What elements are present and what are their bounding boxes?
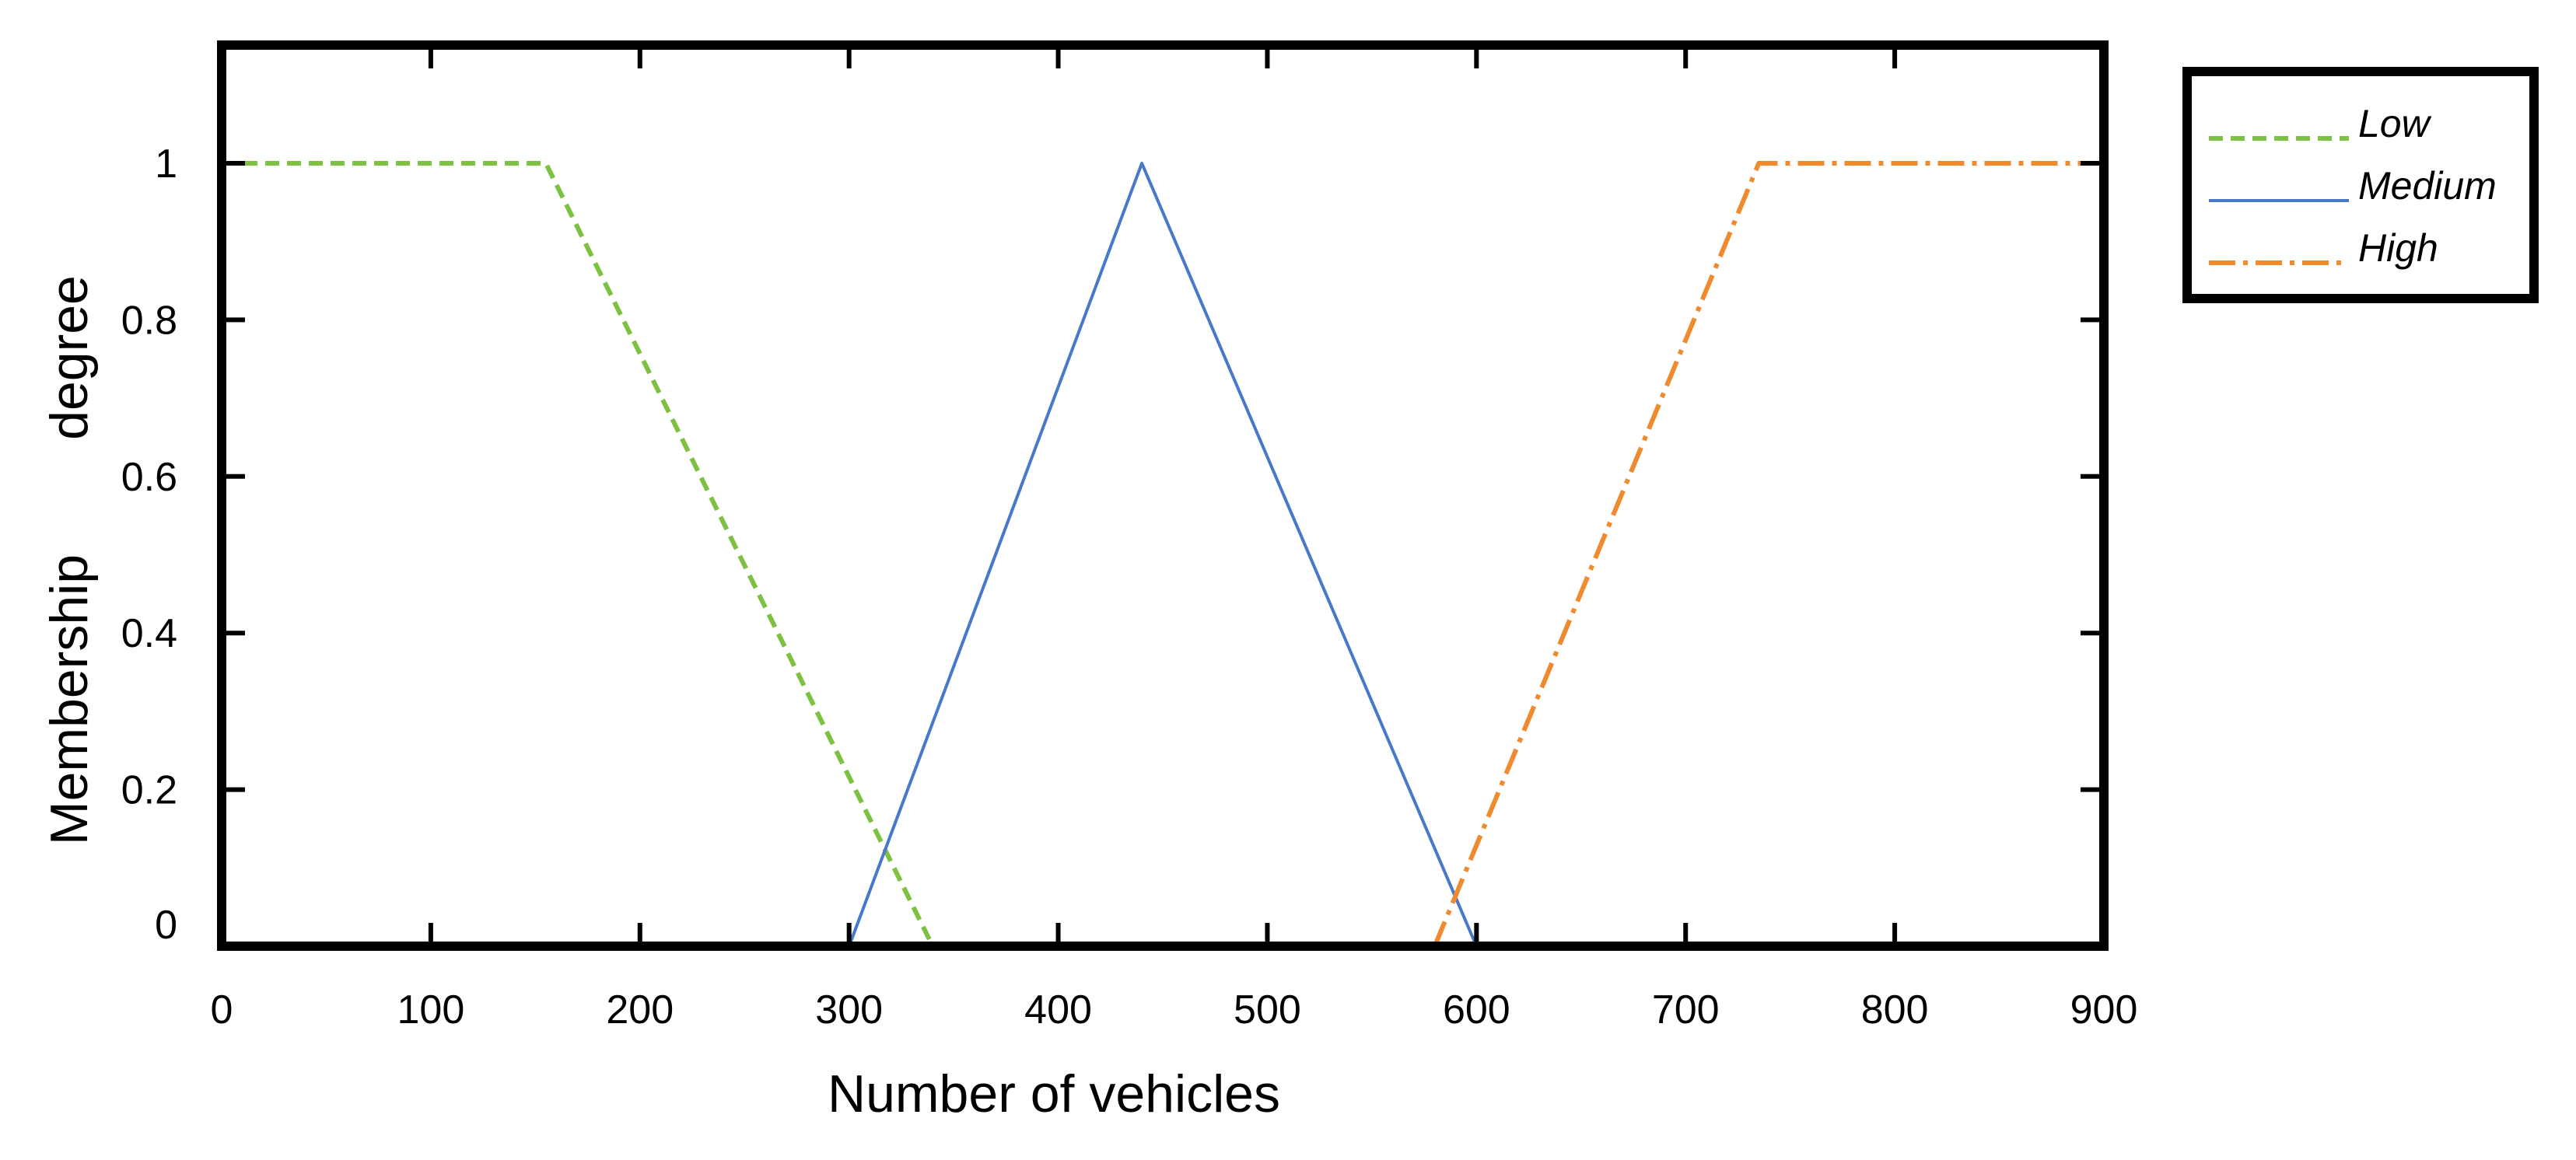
x-tick-label: 800 (1861, 987, 1929, 1032)
axis-ticks (219, 45, 2106, 949)
tick-labels: 0 100 200 300 400 500 600 700 800 900 0 0.2 0.4 0.6 0.… (121, 142, 2138, 1032)
legend: Low Medium High (2182, 67, 2539, 303)
y-axis-title: Membership degree (40, 275, 99, 845)
x-tick-label: 600 (1443, 987, 1510, 1032)
x-axis-title: Number of vehicles (828, 1064, 1280, 1123)
series-line-low (222, 161, 935, 948)
x-tick-label: 100 (397, 987, 465, 1032)
x-tick-label: 0 (211, 987, 233, 1032)
x-tick-label: 400 (1024, 987, 1092, 1032)
legend-label-high: High (2358, 226, 2438, 270)
x-tick-label: 300 (815, 987, 883, 1032)
plot-marks (222, 161, 2104, 948)
plot-area-frame (217, 40, 2109, 951)
y-tick-label: 0 (155, 903, 177, 948)
x-tick-label: 700 (1652, 987, 1720, 1032)
y-tick-label: 0.2 (121, 768, 177, 813)
y-tick-label: 0.8 (121, 298, 177, 343)
x-tick-label: 900 (2070, 987, 2138, 1032)
series-line-high (1432, 161, 2104, 948)
y-tick-label: 0.4 (121, 611, 177, 656)
legend-label-low: Low (2358, 102, 2432, 145)
y-axis-title-word-1: Membership (40, 554, 99, 845)
series-line-medium (847, 162, 1479, 947)
x-tick-label: 500 (1234, 987, 1301, 1032)
y-tick-label: 0.6 (121, 455, 177, 500)
y-tick-label: 1 (155, 142, 177, 187)
x-tick-label: 200 (606, 987, 674, 1032)
y-axis-title-word-2: degree (40, 275, 99, 440)
legend-label-medium: Medium (2358, 164, 2497, 208)
legend-entries: Low Medium High (2209, 102, 2497, 270)
